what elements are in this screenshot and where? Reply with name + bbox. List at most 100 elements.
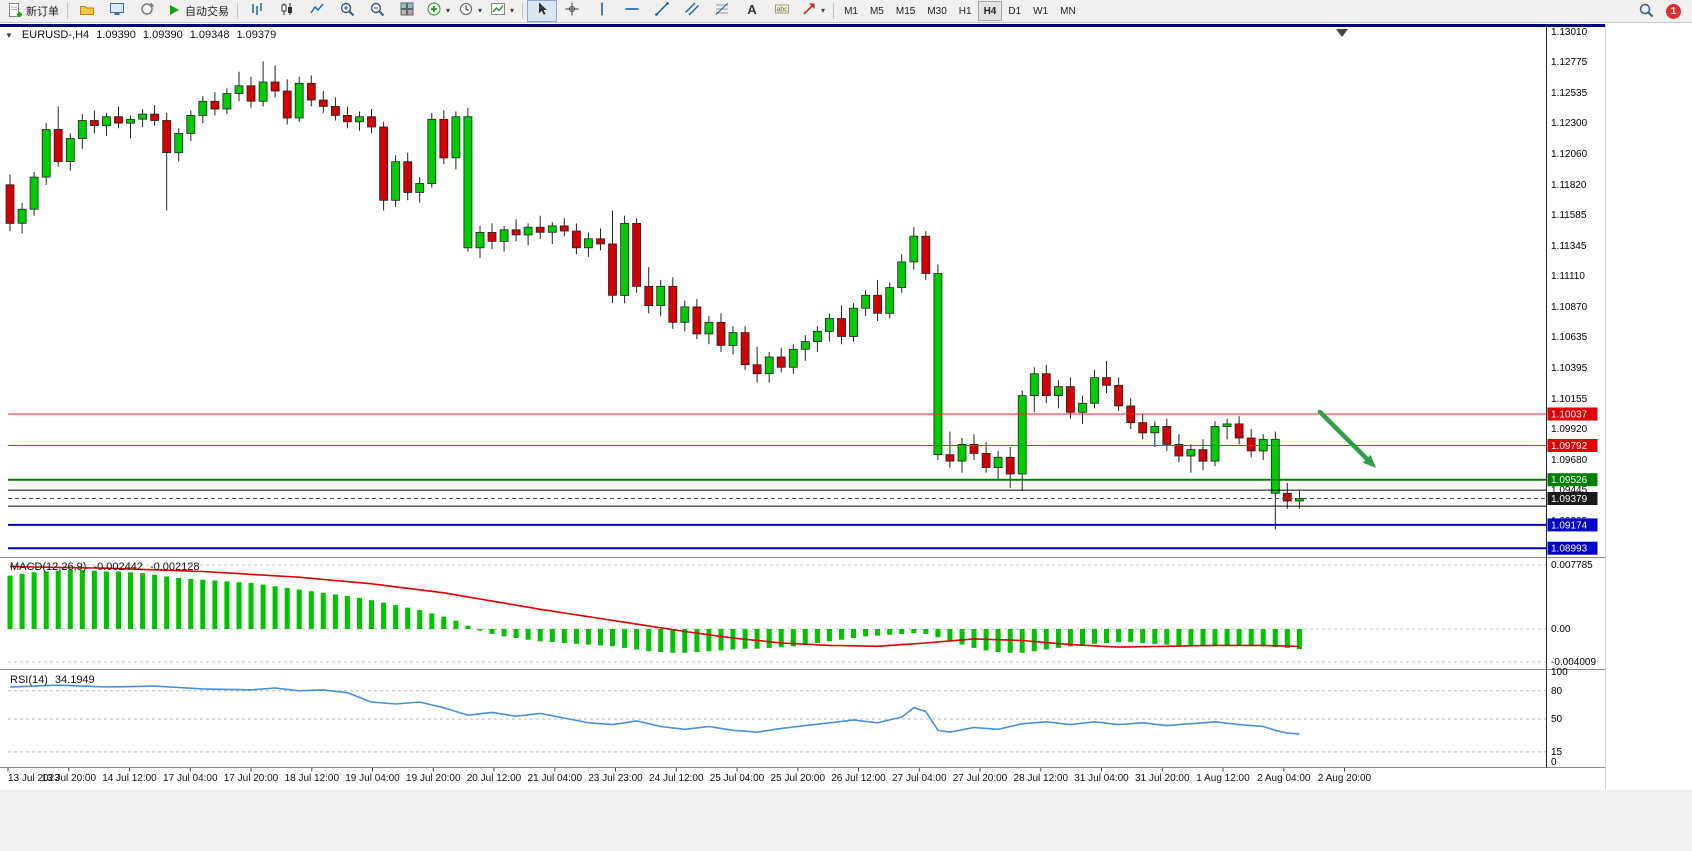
fibonacci-button[interactable] xyxy=(707,0,737,22)
macd-name: MACD(12,26,9) xyxy=(10,561,87,573)
timeframe-w1[interactable]: W1 xyxy=(1033,5,1049,17)
zoom-out-button[interactable] xyxy=(362,0,392,22)
svg-text:1.12535: 1.12535 xyxy=(1551,88,1588,99)
indicators-icon xyxy=(426,1,442,20)
periods-button[interactable]: ▾ xyxy=(454,0,486,22)
svg-text:26 Jul 12:00: 26 Jul 12:00 xyxy=(831,773,886,784)
vertical-line-button[interactable] xyxy=(587,0,617,22)
autotrading-icon xyxy=(166,2,182,21)
symbol-period: EURUSD-,H4 xyxy=(21,29,90,41)
svg-text:1.12775: 1.12775 xyxy=(1551,57,1588,68)
arrows-icon xyxy=(801,1,817,20)
crosshair-icon xyxy=(564,1,580,20)
search-button[interactable] xyxy=(1631,0,1661,22)
tile-windows-icon xyxy=(399,1,415,20)
svg-text:1.12060: 1.12060 xyxy=(1551,149,1588,160)
tile-windows-button[interactable] xyxy=(392,0,422,22)
channel-icon xyxy=(684,1,700,20)
charts-profile-button[interactable] xyxy=(72,0,102,22)
indicators-button[interactable]: ▾ xyxy=(422,0,454,22)
autotrading-label: 自动交易 xyxy=(185,6,229,18)
macd-value-signal: -0.002128 xyxy=(149,561,200,573)
timeframe-m30[interactable]: M30 xyxy=(927,5,947,17)
chart-header: ▼ EURUSD-,H4 1.09390 1.09390 1.09348 1.0… xyxy=(5,29,276,41)
timeframe-mn[interactable]: MN xyxy=(1060,5,1076,17)
svg-text:1.09174: 1.09174 xyxy=(1551,520,1588,531)
vertical-line-icon xyxy=(594,1,610,20)
trendline-button[interactable] xyxy=(647,0,677,22)
svg-text:15: 15 xyxy=(1551,747,1563,758)
market-watch-button[interactable] xyxy=(102,0,132,22)
text-label-button[interactable]: abc xyxy=(767,0,797,22)
notification-badge[interactable]: 1 xyxy=(1666,3,1681,19)
timeframe-h4[interactable]: H4 xyxy=(977,1,1003,22)
svg-text:27 Jul 04:00: 27 Jul 04:00 xyxy=(892,773,947,784)
templates-button[interactable]: ▾ xyxy=(486,0,518,22)
chevron-down-icon: ▾ xyxy=(821,6,826,16)
svg-text:18 Jul 12:00: 18 Jul 12:00 xyxy=(285,773,340,784)
horizontal-line-button[interactable] xyxy=(617,0,647,22)
chart-bars-button[interactable] xyxy=(242,0,272,22)
timeframe-m15[interactable]: M15 xyxy=(895,5,916,17)
chart-line-button[interactable] xyxy=(302,0,332,22)
svg-text:1.08993: 1.08993 xyxy=(1551,544,1588,555)
rsi-indicator-label: RSI(14) 34.1949 xyxy=(10,674,95,686)
svg-text:1.09526: 1.09526 xyxy=(1551,475,1588,486)
svg-text:2 Aug 04:00: 2 Aug 04:00 xyxy=(1257,773,1311,784)
svg-text:1.10870: 1.10870 xyxy=(1551,302,1588,313)
svg-text:1.13010: 1.13010 xyxy=(1551,27,1588,38)
templates-icon xyxy=(490,1,506,20)
zoom-out-icon xyxy=(369,1,385,20)
svg-text:31 Jul 04:00: 31 Jul 04:00 xyxy=(1074,773,1129,784)
svg-text:1.10395: 1.10395 xyxy=(1551,363,1588,374)
svg-text:1 Aug 12:00: 1 Aug 12:00 xyxy=(1196,773,1250,784)
ohlc-high: 1.09390 xyxy=(142,29,183,41)
macd-value-main: -0.002442 xyxy=(93,561,143,573)
chart-bars-icon xyxy=(249,1,265,20)
new-order-button[interactable]: 新订单 xyxy=(3,0,63,22)
cursor-button[interactable] xyxy=(527,0,558,22)
svg-text:A: A xyxy=(747,2,757,17)
cursor-icon xyxy=(534,1,550,20)
crosshair-button[interactable] xyxy=(557,0,587,22)
chevron-down-icon: ▾ xyxy=(510,6,515,16)
svg-text:1.09920: 1.09920 xyxy=(1551,424,1588,435)
svg-text:0: 0 xyxy=(1551,757,1557,768)
macd-indicator-label: MACD(12,26,9) -0.002442 -0.002128 xyxy=(10,561,200,573)
toolbar-separator xyxy=(67,3,68,19)
chevron-down-icon: ▾ xyxy=(478,6,483,16)
svg-text:25 Jul 04:00: 25 Jul 04:00 xyxy=(710,773,765,784)
svg-text:13 Jul 2023: 13 Jul 2023 xyxy=(8,773,60,784)
chart-candles-icon xyxy=(279,1,295,20)
chart-candles-button[interactable] xyxy=(272,0,302,22)
svg-text:14 Jul 12:00: 14 Jul 12:00 xyxy=(102,773,157,784)
toolbar-separator xyxy=(237,3,238,19)
autotrading-button[interactable]: 自动交易 xyxy=(162,0,233,22)
timeframe-d1[interactable]: D1 xyxy=(1008,5,1022,17)
arrows-button[interactable]: ▾ xyxy=(797,0,829,22)
text-button[interactable]: A xyxy=(737,0,767,22)
svg-text:1.10635: 1.10635 xyxy=(1551,332,1588,343)
chart-line-icon xyxy=(309,1,325,20)
svg-text:100: 100 xyxy=(1551,667,1568,678)
refresh-button[interactable] xyxy=(132,0,162,22)
svg-text:1.11110: 1.11110 xyxy=(1551,271,1585,282)
zoom-in-icon xyxy=(339,1,355,20)
timeframe-m5[interactable]: M5 xyxy=(869,5,884,17)
svg-text:19 Jul 04:00: 19 Jul 04:00 xyxy=(345,773,400,784)
svg-text:17 Jul 20:00: 17 Jul 20:00 xyxy=(224,773,279,784)
one-click-expand-icon[interactable]: ▼ xyxy=(5,30,13,40)
trendline-icon xyxy=(654,1,670,20)
svg-text:13 Jul 20:00: 13 Jul 20:00 xyxy=(42,773,97,784)
svg-text:17 Jul 04:00: 17 Jul 04:00 xyxy=(163,773,218,784)
timeframe-m1[interactable]: M1 xyxy=(844,5,858,17)
channel-button[interactable] xyxy=(677,0,707,22)
ohlc-low: 1.09348 xyxy=(189,29,230,41)
ohlc-close: 1.09379 xyxy=(236,29,277,41)
svg-text:27 Jul 20:00: 27 Jul 20:00 xyxy=(953,773,1008,784)
zoom-in-button[interactable] xyxy=(332,0,362,22)
refresh-icon xyxy=(139,1,155,20)
timeframe-h1[interactable]: H1 xyxy=(958,5,972,17)
